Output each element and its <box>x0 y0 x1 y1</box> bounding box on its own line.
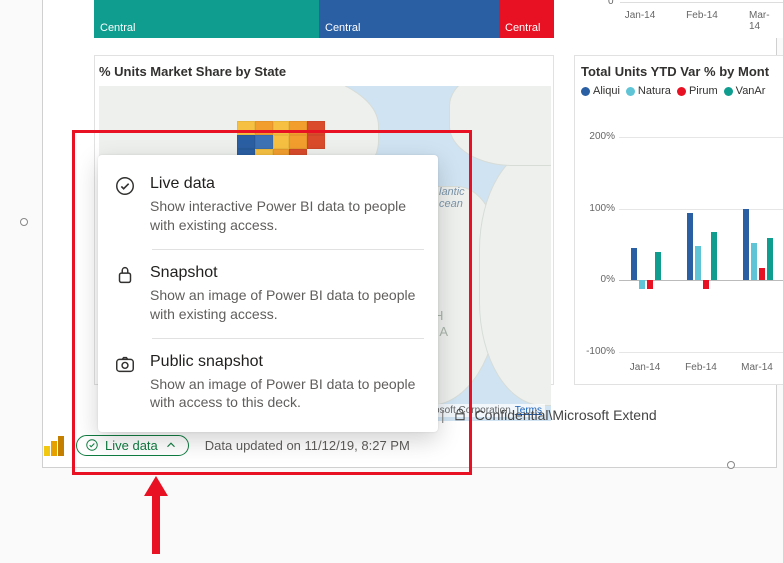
map-heat-cell[interactable] <box>255 121 273 135</box>
map-heat-cell[interactable] <box>237 135 255 149</box>
option-description: Show an image of Power BI data to people… <box>150 375 420 413</box>
chart-bar[interactable] <box>711 232 717 281</box>
chart-bar[interactable] <box>647 280 653 289</box>
option-description: Show interactive Power BI data to people… <box>150 197 420 235</box>
lock-icon <box>114 264 136 286</box>
map-heat-cell[interactable] <box>307 135 325 149</box>
chart-plot-area: 200% 100% 0% -100% Jan-14 Feb-14 Mar-14 <box>581 116 783 372</box>
chart-bar[interactable] <box>767 238 773 281</box>
footer-confidential: Confidential\Microsoft Extend <box>475 407 657 423</box>
data-updated-text: Data updated on 11/12/19, 8:27 PM <box>205 438 410 453</box>
top-segment-label: Central <box>505 22 540 34</box>
option-description: Show an image of Power BI data to people… <box>150 286 420 324</box>
chart-xtick: Feb-14 <box>685 362 717 373</box>
option-title: Snapshot <box>150 264 420 282</box>
chart-bar[interactable] <box>655 252 661 281</box>
legend-item[interactable]: Pirum <box>677 85 718 97</box>
top-segment: Central <box>94 0 319 38</box>
legend-label: Natura <box>638 85 671 97</box>
mini-chart: 0 Jan-14 Feb-14 Mar-14 <box>574 0 783 38</box>
chart-legend: Aliqui Natura Pirum VanAr <box>575 83 783 101</box>
option-title: Public snapshot <box>150 353 420 371</box>
option-title: Live data <box>150 175 420 193</box>
map-heat-cell[interactable] <box>289 135 307 149</box>
chart-bar[interactable] <box>687 213 693 281</box>
chart-bar[interactable] <box>703 280 709 289</box>
data-mode-option-snapshot[interactable]: Snapshot Show an image of Power BI data t… <box>98 250 438 338</box>
selection-handle[interactable] <box>727 461 735 469</box>
top-segment-label: Central <box>325 22 360 34</box>
data-mode-option-public-snapshot[interactable]: Public snapshot Show an image of Power BI… <box>98 339 438 427</box>
map-heat-cell[interactable] <box>273 135 289 149</box>
chart-ytick: 0% <box>581 274 615 285</box>
chart-xtick: Jan-14 <box>630 362 661 373</box>
legend-label: Aliqui <box>593 85 620 97</box>
top-segment: Central <box>499 0 554 38</box>
legend-swatch <box>581 87 590 96</box>
right-chart-card: Total Units YTD Var % by Mont Aliqui Natu… <box>574 55 783 385</box>
chevron-up-icon <box>164 438 178 452</box>
mini-chart-xtick: Jan-14 <box>625 10 656 21</box>
data-mode-menu[interactable]: Live data Show interactive Power BI data … <box>98 155 438 432</box>
chart-bar[interactable] <box>631 248 637 280</box>
chart-bar[interactable] <box>639 280 645 289</box>
selection-handle[interactable] <box>20 218 28 226</box>
mini-chart-ytick: 0 <box>608 0 614 7</box>
chart-ytick: 100% <box>581 203 615 214</box>
chart-bar[interactable] <box>695 246 701 280</box>
map-ocean-label: lantic cean <box>439 186 465 210</box>
right-chart-title: Total Units YTD Var % by Mont <box>575 56 783 83</box>
check-circle-icon <box>114 175 136 197</box>
map-heat-cell[interactable] <box>237 121 255 135</box>
chart-ytick: -100% <box>581 346 615 357</box>
legend-swatch <box>724 87 733 96</box>
mini-chart-xtick: Mar-14 <box>749 10 779 32</box>
lock-icon <box>453 408 467 422</box>
powerbi-status-row: Live data Data updated on 11/12/19, 8:27… <box>44 434 410 456</box>
map-heat-cell[interactable] <box>289 121 307 135</box>
legend-label: Pirum <box>689 85 718 97</box>
map-heat-cell[interactable] <box>255 135 273 149</box>
chart-xtick: Mar-14 <box>741 362 773 373</box>
map-heat-cell[interactable] <box>273 121 289 135</box>
top-segment: Central <box>319 0 499 38</box>
data-mode-pill[interactable]: Live data <box>76 435 189 456</box>
chart-bar[interactable] <box>751 243 757 280</box>
top-segment-label: Central <box>100 22 135 34</box>
legend-swatch <box>677 87 686 96</box>
powerbi-logo-icon <box>44 434 66 456</box>
mini-chart-xtick: Feb-14 <box>686 10 718 21</box>
map-title: % Units Market Share by State <box>95 56 553 83</box>
camera-icon <box>114 353 136 375</box>
chart-ytick: 200% <box>581 131 615 142</box>
map-heat-cell[interactable] <box>307 121 325 135</box>
legend-label: VanAr <box>736 85 766 97</box>
check-circle-icon <box>85 438 99 452</box>
data-mode-label: Live data <box>105 438 158 453</box>
chart-bar[interactable] <box>759 268 765 281</box>
legend-item[interactable]: Aliqui <box>581 85 620 97</box>
chart-bar[interactable] <box>743 209 749 281</box>
legend-item[interactable]: VanAr <box>724 85 766 97</box>
legend-swatch <box>626 87 635 96</box>
annotation-arrow <box>144 476 168 554</box>
data-mode-option-live-data[interactable]: Live data Show interactive Power BI data … <box>98 161 438 249</box>
legend-item[interactable]: Natura <box>626 85 671 97</box>
top-segment-bar: Central Central Central <box>94 0 554 38</box>
